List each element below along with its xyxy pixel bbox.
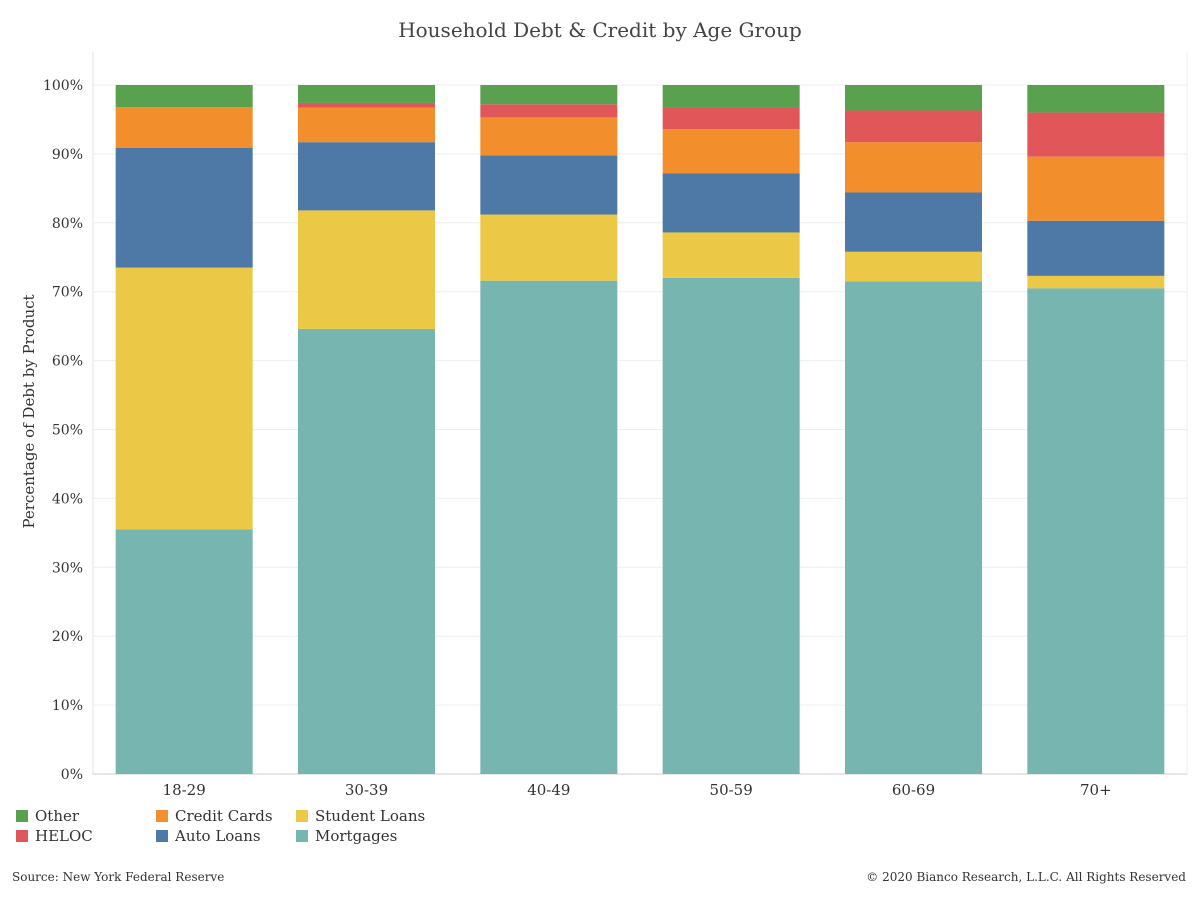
bar-segment-mortgages [480, 280, 618, 774]
legend-item-mortgages[interactable]: Mortgages [296, 826, 397, 846]
bar-segment-student-loans [662, 232, 800, 278]
legend-swatch [296, 830, 308, 842]
bar-segment-credit-cards [845, 142, 982, 193]
bar-segment-auto-loans [662, 173, 800, 233]
bar-segment-heloc [662, 107, 800, 130]
y-tick-label: 80% [52, 216, 83, 232]
bar-segment-student-loans [480, 214, 618, 281]
bar-segment-heloc [845, 110, 982, 143]
x-tick-label: 30-39 [345, 781, 388, 799]
legend-label: Auto Loans [175, 827, 261, 845]
source-note: Source: New York Federal Reserve [12, 870, 225, 884]
legend-item-heloc[interactable]: HELOC [16, 826, 93, 846]
legend-label: Mortgages [315, 827, 398, 845]
legend-swatch [16, 810, 28, 822]
bar-segment-mortgages [115, 529, 253, 774]
legend-label: Student Loans [315, 807, 426, 825]
y-tick-label: 70% [52, 285, 83, 301]
bar-segment-auto-loans [1027, 220, 1165, 276]
x-tick-label: 70+ [1080, 781, 1112, 799]
bar-segment-heloc [298, 102, 435, 108]
x-tick-label: 40-49 [527, 781, 570, 799]
y-tick-label: 20% [52, 629, 83, 645]
legend: Other Credit Cards Student Loans HELOC A… [16, 806, 476, 848]
y-tick-label: 100% [43, 78, 83, 94]
y-tick-label: 0% [61, 767, 83, 783]
y-axis-title: Percentage of Debt by Product [20, 294, 38, 528]
legend-label: Credit Cards [175, 807, 273, 825]
y-tick-label: 60% [52, 354, 83, 370]
y-tick-label: 10% [52, 698, 83, 714]
bar-segment-credit-cards [662, 129, 800, 174]
bar-segment-heloc [1027, 112, 1165, 157]
legend-swatch [296, 810, 308, 822]
bar-segment-heloc [480, 104, 618, 118]
bar-segment-student-loans [298, 210, 435, 329]
bar-segment-other [845, 85, 982, 111]
bar-segment-other [662, 85, 800, 108]
bar-segment-mortgages [298, 328, 435, 774]
bar-segment-credit-cards [115, 107, 253, 148]
bar-segment-auto-loans [115, 147, 253, 268]
bar-segment-other [1027, 85, 1165, 113]
legend-item-auto-loans[interactable]: Auto Loans [156, 826, 261, 846]
legend-item-other[interactable]: Other [16, 806, 79, 826]
x-tick-label: 18-29 [163, 781, 206, 799]
legend-swatch [156, 830, 168, 842]
bar-segment-student-loans [1027, 275, 1165, 289]
y-tick-label: 50% [52, 423, 83, 439]
legend-label: HELOC [35, 827, 93, 845]
bar-segment-auto-loans [298, 142, 435, 211]
bar-segment-auto-loans [480, 155, 618, 215]
legend-item-student-loans[interactable]: Student Loans [296, 806, 425, 826]
chart-title: Household Debt & Credit by Age Group [398, 18, 802, 42]
bar-segment-credit-cards [1027, 156, 1165, 221]
bar-segment-other [298, 85, 435, 103]
y-tick-label: 90% [52, 147, 83, 163]
y-tick-label: 30% [52, 560, 83, 576]
bar-segment-other [115, 85, 253, 108]
legend-item-credit-cards[interactable]: Credit Cards [156, 806, 273, 826]
bar-segment-student-loans [115, 267, 253, 530]
x-tick-label: 50-59 [710, 781, 753, 799]
bar-segment-credit-cards [298, 107, 435, 143]
copyright-note: © 2020 Bianco Research, L.L.C. All Right… [866, 870, 1186, 884]
legend-swatch [16, 830, 28, 842]
bar-segment-mortgages [1027, 288, 1165, 774]
legend-swatch [156, 810, 168, 822]
bar-segment-student-loans [845, 251, 982, 282]
legend-label: Other [35, 807, 80, 825]
bar-segment-mortgages [662, 277, 800, 774]
bar-segment-auto-loans [845, 192, 982, 252]
y-tick-label: 40% [52, 491, 83, 507]
bar-segment-other [480, 85, 618, 105]
x-tick-label: 60-69 [892, 781, 935, 799]
bar-segment-mortgages [845, 281, 982, 774]
bar-segment-credit-cards [480, 117, 618, 156]
